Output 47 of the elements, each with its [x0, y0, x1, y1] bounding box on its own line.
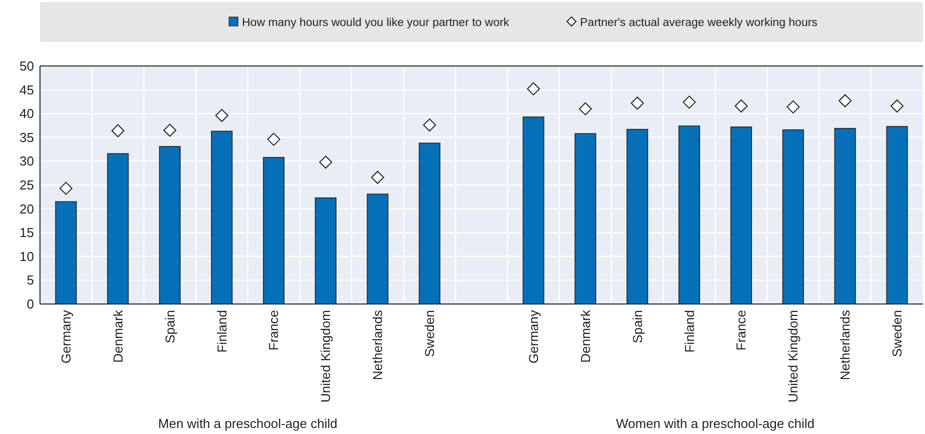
point: [319, 156, 332, 169]
point: [163, 124, 176, 137]
x-tick-label: France: [734, 310, 749, 350]
x-tick-label: Netherlands: [838, 310, 853, 380]
y-tick-label: 40: [20, 106, 34, 122]
legend-label: Partner's actual average weekly working hours: [580, 17, 818, 29]
x-tick-label: United Kingdom: [318, 310, 334, 402]
x-tick-label: Sweden: [890, 310, 905, 357]
point: [838, 94, 852, 108]
y-tick-label: 25: [20, 178, 34, 192]
y-tick-label: 35: [20, 130, 34, 145]
y-tick-label: 5: [26, 272, 34, 288]
x-tick-label: Denmark: [110, 310, 126, 363]
y-tick-label: 45: [20, 82, 34, 98]
y-tick-label: 30: [20, 154, 34, 169]
x-tick-label: Sweden: [422, 310, 438, 357]
y-tick-label: 0: [26, 296, 34, 312]
y-tick-label: 50: [20, 58, 34, 74]
point: [786, 100, 800, 114]
point: [734, 99, 748, 112]
x-tick-label: Spain: [630, 310, 645, 344]
x-tick-label: Finland: [214, 310, 230, 353]
x-tick-label: United Kingdom: [786, 310, 801, 402]
y-tick-label: 10: [20, 248, 34, 264]
y-tick-label: 20: [20, 201, 34, 216]
point: [267, 132, 280, 146]
point: [890, 99, 904, 112]
x-tick-label: Finland: [682, 310, 697, 353]
text: Men with a preschool-age child: [158, 416, 338, 431]
point: [371, 170, 384, 184]
x-tick-label: France: [266, 310, 282, 350]
point: [578, 102, 592, 116]
legend-label: How many hours would you like your partner to work: [242, 17, 510, 29]
x-tick-label: Germany: [526, 310, 541, 364]
point: [59, 182, 72, 195]
x-tick-label: Germany: [58, 310, 74, 364]
point: [423, 118, 436, 132]
x-tick-label: Spain: [162, 310, 178, 344]
point: [682, 96, 696, 109]
point: [630, 96, 644, 110]
x-tick-label: Denmark: [578, 310, 593, 363]
text: Women with a preschool-age child: [616, 416, 814, 431]
point: [111, 124, 124, 138]
point: [215, 109, 228, 122]
point: [526, 82, 540, 96]
x-tick-label: Netherlands: [370, 310, 386, 380]
y-tick-label: 15: [20, 225, 34, 240]
